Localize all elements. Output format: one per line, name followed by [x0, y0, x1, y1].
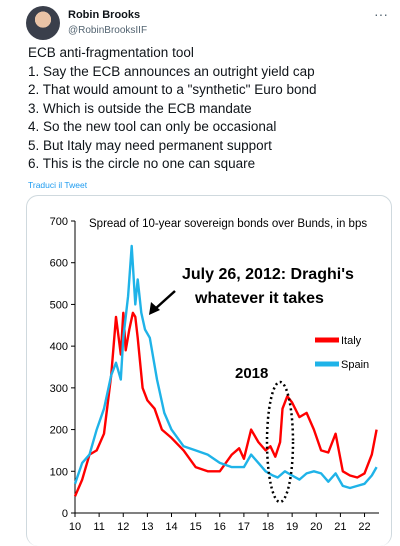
x-tick-label: 22: [358, 521, 370, 533]
tweet-media-chart[interactable]: Spread of 10-year sovereign bonds over B…: [26, 195, 392, 546]
x-tick-label: 13: [141, 521, 153, 533]
avatar[interactable]: [26, 6, 60, 40]
translate-tweet-link[interactable]: Traduci il Tweet: [28, 180, 88, 190]
highlight-2018-ellipse: [265, 380, 295, 504]
annotation-arrow: [149, 290, 176, 315]
series-line-italy: [73, 311, 378, 497]
x-tick-label: 20: [310, 521, 322, 533]
x-tick-label: 19: [286, 521, 298, 533]
legend: Italy Spain: [315, 335, 369, 371]
x-tick-label: 10: [69, 521, 81, 533]
x-tick-label: 21: [334, 521, 346, 533]
tweet-line: ECB anti-fragmentation tool: [28, 45, 194, 60]
y-tick-label: 300: [50, 383, 68, 395]
legend-label-italy: Italy: [341, 335, 362, 347]
annotation-draghi-line2: whatever it takes: [194, 290, 324, 307]
y-axis: 0 100 200 300 400 500 600 700: [50, 216, 76, 520]
y-tick-label: 500: [50, 299, 68, 311]
x-tick-label: 18: [262, 521, 274, 533]
tweet-text: ECB anti-fragmentation tool 1. Say the E…: [28, 44, 388, 174]
x-tick-label: 14: [165, 521, 177, 533]
tweet-line: 1. Say the ECB announces an outright yie…: [28, 63, 315, 79]
y-tick-label: 700: [50, 216, 68, 228]
x-tick-label: 15: [190, 521, 202, 533]
y-tick-label: 100: [50, 466, 68, 478]
tweet-line: 5. But Italy may need permanent support: [28, 137, 272, 153]
x-axis: 10 11 12 13 14 15 16 17 18 19 20 21 22: [69, 512, 379, 533]
tweet-line: 6. This is the circle no one can square: [28, 156, 256, 171]
x-tick-label: 17: [238, 521, 250, 533]
series-lines: [73, 244, 378, 497]
tweet-header: Robin Brooks @RobinBrooksIIF ···: [18, 6, 388, 42]
author-handle[interactable]: @RobinBrooksIIF: [68, 25, 148, 36]
chart-title: Spread of 10-year sovereign bonds over B…: [89, 218, 367, 230]
y-tick-label: 400: [50, 341, 68, 353]
series-line-spain: [73, 244, 378, 490]
y-tick-label: 0: [62, 508, 68, 520]
tweet-line: 4. So the new tool can only be occasiona…: [28, 119, 277, 134]
x-tick-label: 11: [93, 521, 104, 533]
more-icon[interactable]: ···: [374, 6, 388, 22]
y-tick-label: 200: [50, 425, 68, 437]
author-name[interactable]: Robin Brooks: [68, 9, 141, 21]
annotation-2018: 2018: [235, 365, 268, 382]
y-tick-label: 600: [50, 258, 68, 270]
legend-label-spain: Spain: [341, 359, 369, 371]
x-tick-label: 16: [214, 521, 226, 533]
tweet-line: 2. That would amount to a "synthetic" Eu…: [28, 82, 317, 97]
annotation-draghi-line1: July 26, 2012: Draghi's: [182, 266, 354, 283]
spread-chart: Spread of 10-year sovereign bonds over B…: [50, 216, 379, 533]
x-tick-label: 12: [117, 521, 129, 533]
tweet-line: 3. Which is outside the ECB mandate: [28, 100, 252, 116]
